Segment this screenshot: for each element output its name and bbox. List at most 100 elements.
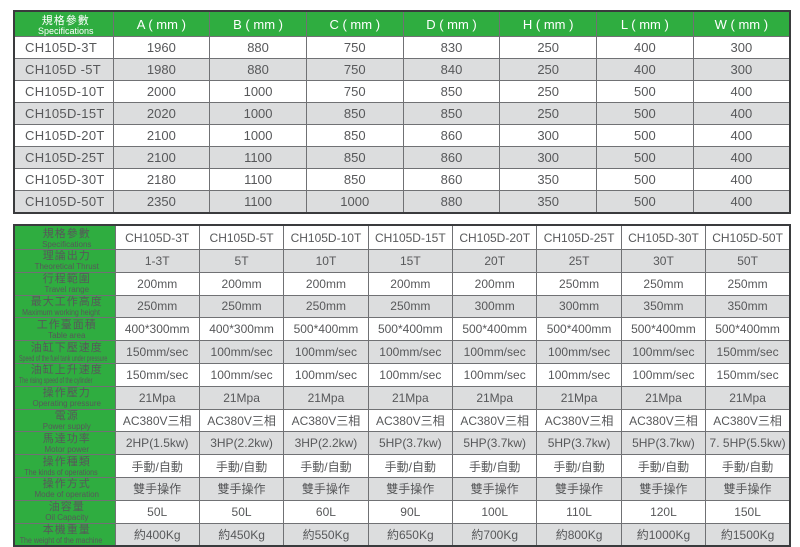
row-label-zh: 理論出力 <box>42 250 91 263</box>
value-cell: 400 <box>692 124 791 147</box>
value-cell: 21Mpa <box>367 385 454 410</box>
value-cell: 860 <box>402 146 501 169</box>
value-cell: 50L <box>114 499 200 524</box>
value-cell: 21Mpa <box>620 385 707 410</box>
value-cell: 2180 <box>112 168 211 191</box>
value-cell: 150mm/sec <box>705 362 791 387</box>
row-label-en: Mode of operation <box>34 490 100 500</box>
value-cell: 200mm <box>451 271 538 296</box>
value-cell: 250mm <box>283 294 369 319</box>
table-row: 馬達功率 Motor power 2HP(1.5kw) 3HP(2.2kw) 3HP(2… <box>13 431 791 456</box>
column-header: CH105D-10T <box>283 224 369 250</box>
row-label-cell: 工作臺面積 Table area <box>13 317 116 342</box>
value-cell: 100mm/sec <box>367 340 454 364</box>
row-label-zh: 工作臺面積 <box>36 318 97 331</box>
column-header: CH105D-20T <box>451 224 538 250</box>
row-label-cell: 行程範圍 Travel range <box>13 271 116 296</box>
row-label-en: The kinds of operations <box>24 467 98 477</box>
column-header: L ( mm ) <box>596 10 694 37</box>
value-cell: 1000 <box>305 190 404 213</box>
column-header: CH105D-15T <box>367 224 454 250</box>
table-row: 操作方式 Mode of operation 雙手操作 雙手操作 雙手操作 雙手操作 雙手操… <box>13 476 791 501</box>
value-cell: 10T <box>283 249 369 273</box>
value-cell: 5HP(3.7kw) <box>620 431 707 456</box>
value-cell: 120L <box>620 499 707 524</box>
value-cell: 100mm/sec <box>198 362 285 387</box>
table-row: CH105D-10T 2000 1000 750 850 250 500 400 <box>13 80 791 103</box>
value-cell: 250mm <box>536 271 622 296</box>
table-row: 油缸下壓速度 Speed of the fuel tank under press… <box>13 340 791 364</box>
column-header: D ( mm ) <box>402 10 501 37</box>
value-cell: 500 <box>596 146 694 169</box>
row-label-zh: 馬達功率 <box>42 432 91 445</box>
table-row: CH105D-15T 2020 1000 850 850 250 500 400 <box>13 102 791 125</box>
model-cell: CH105D-30T <box>13 168 114 191</box>
value-cell: 手動/自動 <box>198 454 285 478</box>
value-cell: 500*400mm <box>283 317 369 342</box>
value-cell: 手動/自動 <box>451 454 538 478</box>
value-cell: 1-3T <box>114 249 200 273</box>
value-cell: 約550Kg <box>283 522 369 547</box>
table-row: 最大工作高度 Maximum working height 250mm 250mm 25… <box>13 294 791 319</box>
value-cell: 860 <box>402 168 501 191</box>
value-cell: 850 <box>305 168 404 191</box>
value-cell: 2020 <box>112 102 211 125</box>
row-label-cell: 油缸上升速度 The rising speed of the cylinder <box>13 362 116 387</box>
model-cell: CH105D-20T <box>13 124 114 147</box>
value-cell: 2100 <box>112 124 211 147</box>
value-cell: 300mm <box>536 294 622 319</box>
value-cell: 50L <box>198 499 285 524</box>
row-label-zh: 本機重量 <box>42 523 91 536</box>
dimensions-table-body: CH105D-3T 1960 880 750 830 250 400 300 CH105D -5… <box>13 36 791 213</box>
value-cell: 750 <box>305 58 404 81</box>
value-cell: 500 <box>596 168 694 191</box>
row-label-cell: 電源 Power supply <box>13 408 116 433</box>
row-label-zh: 電源 <box>54 409 79 422</box>
value-cell: 100mm/sec <box>536 340 622 364</box>
model-cell: CH105D-15T <box>13 102 114 125</box>
row-label-en: Power supply <box>42 421 91 431</box>
table-row: 油缸上升速度 The rising speed of the cylinder 15… <box>13 362 791 387</box>
dimensions-table: 規格參數 Specifications A ( mm ) B ( mm ) C ( … <box>13 10 791 214</box>
table-row: 行程範圍 Travel range 200mm 200mm 200mm 200mm 200m… <box>13 271 791 296</box>
value-cell: 350mm <box>620 294 707 319</box>
value-cell: 雙手操作 <box>536 476 622 501</box>
value-cell: 350 <box>499 168 598 191</box>
value-cell: 150mm/sec <box>705 340 791 364</box>
value-cell: 200mm <box>367 271 454 296</box>
value-cell: 約450Kg <box>198 522 285 547</box>
value-cell: 5T <box>198 249 285 273</box>
value-cell: 250 <box>499 102 598 125</box>
value-cell: 830 <box>402 36 501 59</box>
row-label-en: Theoretical Thrust <box>34 262 99 272</box>
value-cell: 300 <box>692 58 791 81</box>
value-cell: 5HP(3.7kw) <box>536 431 622 456</box>
value-cell: 880 <box>209 36 307 59</box>
table-row: CH105D -5T 1980 880 750 840 250 400 300 <box>13 58 791 81</box>
row-label-en: Oil Capacity <box>45 513 89 523</box>
value-cell: 250mm <box>198 294 285 319</box>
value-cell: 約400Kg <box>114 522 200 547</box>
value-cell: 860 <box>402 124 501 147</box>
value-cell: 30T <box>620 249 707 273</box>
value-cell: 50T <box>705 249 791 273</box>
value-cell: 850 <box>402 102 501 125</box>
value-cell: AC380V三相 <box>367 408 454 433</box>
row-label-zh: 操作壓力 <box>42 387 91 400</box>
value-cell: 110L <box>536 499 622 524</box>
value-cell: 手動/自動 <box>620 454 707 478</box>
value-cell: 1980 <box>112 58 211 81</box>
value-cell: 250 <box>499 58 598 81</box>
value-cell: 850 <box>305 146 404 169</box>
value-cell: 250 <box>499 36 598 59</box>
row-label-zh: 行程範圍 <box>42 273 91 286</box>
value-cell: 200mm <box>198 271 285 296</box>
corner-label-en: Specifications <box>37 26 94 36</box>
row-label-cell: 最大工作高度 Maximum working height <box>13 294 116 319</box>
table-row: 理論出力 Theoretical Thrust 1-3T 5T 10T 15T 20T 25T… <box>13 249 791 273</box>
row-label-cell: 油容量 Oil Capacity <box>13 499 116 524</box>
row-label-en: Motor power <box>44 444 89 454</box>
value-cell: 850 <box>305 102 404 125</box>
row-label-cell: 油缸下壓速度 Speed of the fuel tank under press… <box>13 340 116 364</box>
